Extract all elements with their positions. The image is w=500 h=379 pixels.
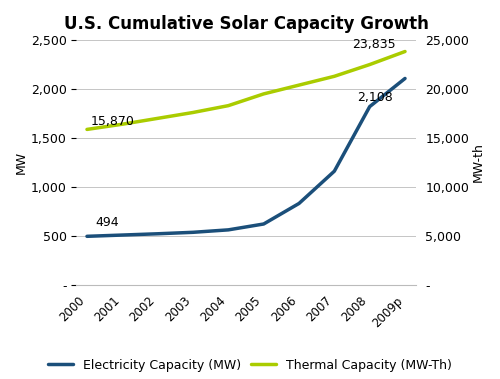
Text: 23,835: 23,835	[352, 38, 396, 51]
Y-axis label: MW-th: MW-th	[472, 143, 485, 182]
Title: U.S. Cumulative Solar Capacity Growth: U.S. Cumulative Solar Capacity Growth	[64, 15, 428, 33]
Text: 2,108: 2,108	[358, 91, 393, 104]
Text: 494: 494	[96, 216, 120, 229]
Text: 15,870: 15,870	[90, 114, 134, 127]
Y-axis label: MW: MW	[15, 151, 28, 174]
Legend: Electricity Capacity (MW), Thermal Capacity (MW-Th): Electricity Capacity (MW), Thermal Capac…	[43, 354, 457, 377]
